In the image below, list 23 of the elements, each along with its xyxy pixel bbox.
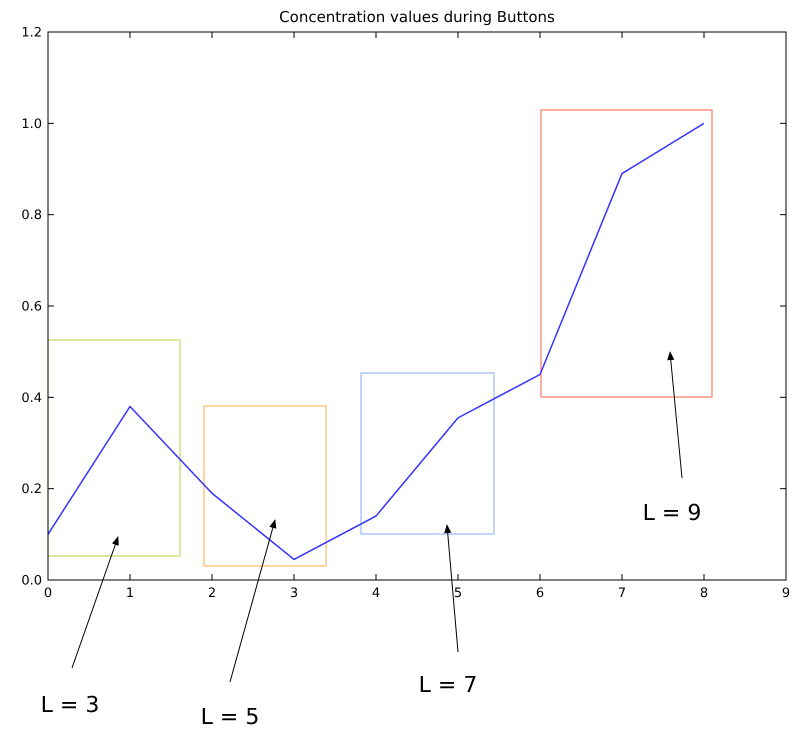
y-tick-label: 1.2 [21, 26, 42, 40]
x-tick-label: 7 [618, 586, 626, 601]
y-tick-label: 1.0 [21, 116, 42, 132]
x-tick-label: 9 [782, 586, 790, 601]
y-tick-label: 0.6 [21, 300, 42, 314]
text: L = 5 [200, 705, 260, 729]
x-tick-label: 0 [44, 586, 52, 601]
x-tick-label: 4 [372, 586, 380, 601]
x-tick-label: 6 [536, 586, 544, 601]
x-tick-label: 8 [700, 586, 708, 601]
x-tick-label: 2 [208, 586, 216, 601]
annotation: L = 9 [642, 501, 702, 526]
chart-title: Concentration values during Buttons [279, 8, 556, 26]
text: L = 3 [40, 693, 100, 718]
x-tick-label: 3 [290, 586, 298, 601]
y-tick-label: 0.0 [21, 574, 42, 588]
line-series [47, 122, 705, 560]
text: L = 7 [418, 673, 478, 698]
y-tick-label: 0.2 [21, 482, 42, 498]
y-tick-label: 0.4 [21, 390, 42, 406]
x-tick-label: 1 [126, 586, 134, 601]
y-tick-label: 0.8 [21, 208, 42, 224]
x-tick-label: 5 [454, 586, 462, 601]
